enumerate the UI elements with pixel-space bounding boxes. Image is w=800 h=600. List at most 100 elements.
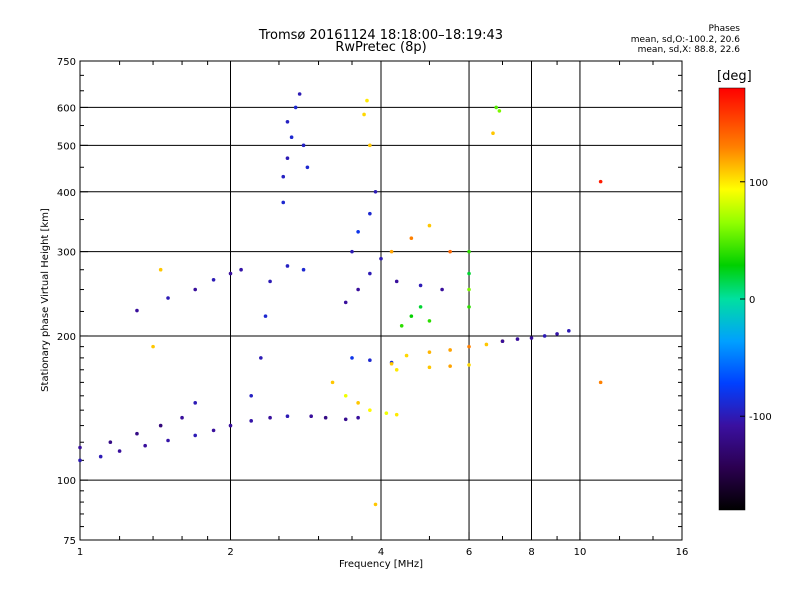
data-point [158, 423, 163, 428]
data-point [467, 363, 471, 367]
data-point [365, 98, 369, 103]
x-tick-label-5: 10 [574, 547, 587, 558]
data-point [158, 267, 163, 272]
axis-ticks: 1 2 4 6 8 10 16 75 100 200 300 400 500 600 750 [57, 57, 688, 558]
y-tick-label-0: 75 [63, 536, 76, 547]
data-point [135, 308, 139, 313]
data-point [285, 264, 290, 268]
data-point [368, 408, 372, 412]
data-point [259, 356, 263, 360]
data-point [427, 350, 432, 354]
data-point [427, 223, 432, 228]
data-point [394, 412, 399, 417]
data-point [515, 337, 520, 341]
x-axis-label: Frequency [MHz] [339, 559, 423, 570]
data-point [404, 353, 409, 358]
data-point [289, 135, 294, 139]
data-point [409, 314, 414, 318]
data-point [249, 394, 253, 398]
data-point [305, 165, 310, 170]
data-point [494, 105, 499, 110]
y-tick-label-6: 600 [57, 103, 76, 114]
data-point [297, 92, 302, 96]
data-point [418, 283, 423, 288]
data-point [309, 414, 313, 418]
data-point [301, 267, 306, 272]
data-point [239, 267, 243, 272]
data-point [78, 445, 82, 450]
data-point [143, 443, 147, 448]
data-point [500, 339, 505, 344]
data-point [350, 249, 354, 254]
data-point [193, 287, 198, 292]
data-point [285, 414, 290, 418]
y-tick-label-3: 300 [57, 248, 76, 259]
data-point [151, 344, 155, 349]
data-point [193, 401, 198, 405]
gridlines [80, 61, 682, 540]
data-point [373, 189, 378, 194]
data-point [228, 423, 233, 428]
data-point [356, 229, 360, 234]
colorbar-tick-label-0: 100 [749, 178, 768, 189]
data-point [263, 314, 268, 318]
data-point [323, 415, 328, 420]
data-point [467, 271, 471, 276]
x-tick-label-3: 6 [466, 547, 472, 558]
data-point [409, 236, 414, 240]
data-point [427, 365, 432, 370]
colorbar-ticks: 100 0 -100 [740, 178, 772, 423]
data-point [567, 329, 571, 333]
data-point [281, 174, 286, 179]
data-point [281, 200, 286, 205]
data-point [467, 344, 471, 349]
data-point [166, 296, 170, 300]
data-point [384, 411, 389, 415]
data-point [268, 279, 272, 284]
data-point [249, 419, 253, 423]
data-point [343, 300, 348, 305]
data-point [389, 249, 394, 254]
phase-stats-o-mode: mean, sd,O:-100.2, 20.6 [630, 35, 740, 45]
data-point [448, 364, 452, 368]
data-point [193, 433, 198, 438]
x-tick-label-6: 16 [676, 547, 689, 558]
data-point [180, 415, 184, 420]
y-tick-label-5: 500 [57, 141, 76, 152]
data-point [211, 428, 216, 433]
data-point [418, 305, 423, 309]
phase-stats-x-mode: mean, sd,X: 88.8, 22.6 [637, 45, 740, 55]
data-point [542, 334, 547, 338]
data-point [368, 358, 372, 363]
x-tick-label-1: 2 [227, 547, 233, 558]
data-point [394, 279, 399, 284]
data-point [108, 440, 113, 445]
data-point [285, 119, 290, 124]
data-point [356, 401, 360, 405]
data-points [78, 92, 603, 507]
data-point [529, 336, 534, 340]
data-point [117, 449, 122, 453]
data-point [228, 271, 233, 276]
data-point [467, 249, 471, 254]
y-tick-label-2: 200 [57, 332, 76, 343]
data-point [467, 305, 471, 309]
data-point [301, 143, 306, 148]
y-tick-label-7: 750 [57, 57, 76, 68]
y-axis-label: Stationary phase Virtual Height [km] [40, 208, 51, 392]
data-point [598, 179, 603, 184]
y-tick-label-4: 400 [57, 188, 76, 199]
x-tick-label-0: 1 [77, 547, 83, 558]
data-point [135, 431, 139, 436]
data-point [399, 324, 404, 328]
data-point [211, 277, 216, 282]
data-point [467, 287, 471, 292]
data-point [343, 417, 348, 422]
data-point [98, 454, 103, 459]
data-point [373, 502, 378, 507]
colorbar-tick-label-2: -100 [749, 412, 772, 423]
data-point [356, 287, 360, 292]
colorbar-unit: [deg] [717, 69, 752, 84]
data-point [497, 109, 502, 113]
